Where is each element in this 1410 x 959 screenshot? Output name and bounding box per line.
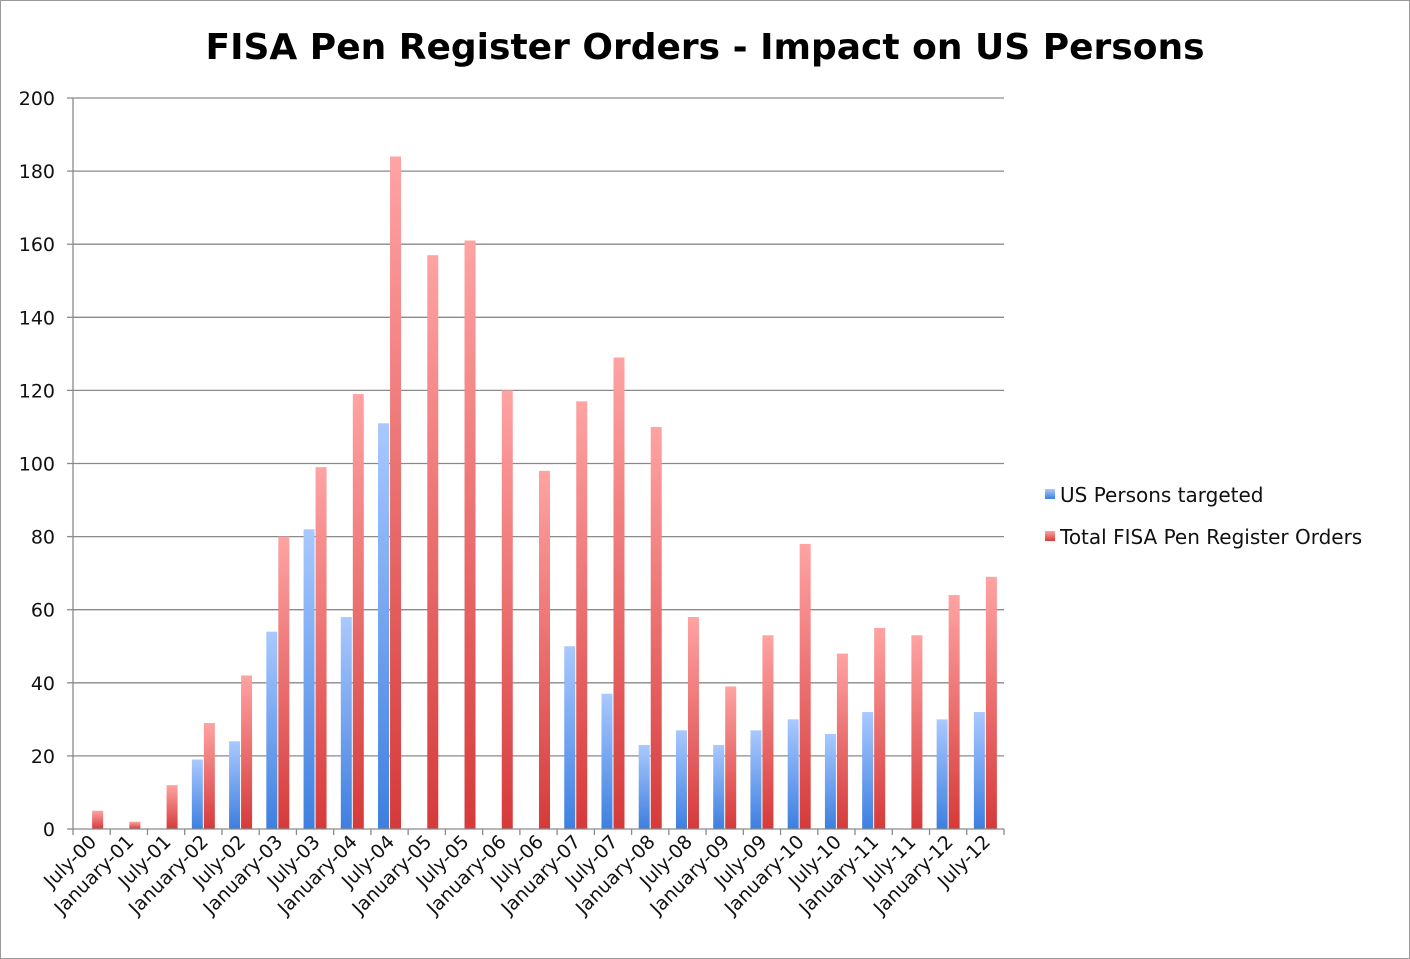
- bar-total-fisa-pen-register-orders-january-04: [352, 394, 364, 829]
- bar-total-fisa-pen-register-orders-january-07: [576, 401, 588, 829]
- bar-us-persons-targeted-july-07: [601, 693, 613, 829]
- bar-total-fisa-pen-register-orders-july-07: [613, 357, 625, 829]
- y-tick-label: 60: [31, 600, 55, 622]
- bar-total-fisa-pen-register-orders-july-09: [762, 635, 774, 829]
- bar-us-persons-targeted-january-08: [638, 744, 650, 829]
- bar-us-persons-targeted-january-07: [564, 646, 576, 829]
- y-tick-label: 80: [31, 527, 55, 549]
- legend: US Persons targeted Total FISA Pen Regist…: [1045, 483, 1362, 549]
- bar-total-fisa-pen-register-orders-july-08: [687, 617, 699, 829]
- bar-us-persons-targeted-july-02: [229, 741, 241, 829]
- bar-total-fisa-pen-register-orders-july-06: [539, 470, 550, 829]
- y-tick-label: 40: [31, 673, 55, 695]
- bar-total-fisa-pen-register-orders-july-11: [911, 635, 923, 829]
- y-tick-label: 200: [19, 88, 55, 110]
- bar-total-fisa-pen-register-orders-january-06: [501, 390, 513, 829]
- y-tick-label: 20: [31, 746, 55, 768]
- legend-label-us-persons-targeted: US Persons targeted: [1060, 483, 1264, 507]
- bar-total-fisa-pen-register-orders-july-12: [985, 576, 997, 829]
- bar-total-fisa-pen-register-orders-july-10: [836, 653, 848, 829]
- bar-us-persons-targeted-january-02: [191, 759, 203, 829]
- bar-total-fisa-pen-register-orders-july-02: [241, 675, 253, 829]
- bars: [92, 156, 997, 830]
- bar-total-fisa-pen-register-orders-january-02: [203, 723, 215, 829]
- bar-total-fisa-pen-register-orders-july-04: [390, 156, 402, 830]
- bar-total-fisa-pen-register-orders-january-03: [278, 536, 290, 829]
- bar-us-persons-targeted-july-04: [378, 423, 390, 829]
- y-tick-label: 140: [19, 307, 55, 329]
- y-axis: 0 20 40 60 80 100 120 140 160 180 200: [19, 88, 74, 841]
- y-tick-label: 180: [19, 161, 55, 183]
- bar-us-persons-targeted-january-09: [713, 744, 725, 829]
- bar-total-fisa-pen-register-orders-july-01: [166, 785, 178, 829]
- bar-us-persons-targeted-january-10: [787, 719, 799, 829]
- bar-total-fisa-pen-register-orders-january-09: [725, 686, 737, 829]
- y-tick-label: 120: [19, 380, 55, 402]
- legend-label-total-fisa-pen-register-orders: Total FISA Pen Register Orders: [1059, 525, 1362, 549]
- bar-total-fisa-pen-register-orders-january-10: [799, 543, 811, 829]
- bar-us-persons-targeted-july-08: [675, 730, 687, 829]
- bar-us-persons-targeted-july-12: [973, 712, 985, 829]
- bar-total-fisa-pen-register-orders-july-00: [92, 810, 104, 829]
- bar-us-persons-targeted-january-12: [936, 719, 948, 829]
- gridlines: [73, 97, 1004, 757]
- bar-total-fisa-pen-register-orders-january-12: [948, 595, 960, 829]
- y-tick-label: 160: [19, 234, 55, 256]
- bar-total-fisa-pen-register-orders-january-01: [129, 821, 141, 829]
- bar-us-persons-targeted-january-04: [340, 617, 352, 829]
- bar-total-fisa-pen-register-orders-january-11: [874, 627, 886, 829]
- bar-total-fisa-pen-register-orders-january-08: [650, 426, 662, 829]
- chart-title: FISA Pen Register Orders - Impact on US …: [206, 27, 1205, 68]
- y-tick-label: 0: [43, 819, 55, 841]
- bar-total-fisa-pen-register-orders-july-03: [315, 467, 327, 829]
- bar-us-persons-targeted-january-11: [862, 712, 874, 829]
- bar-us-persons-targeted-july-09: [750, 730, 762, 829]
- y-tick-label: 100: [19, 454, 55, 476]
- bar-total-fisa-pen-register-orders-january-05: [427, 255, 439, 830]
- x-axis: July-00January-01July-01January-02July-0…: [39, 828, 1005, 920]
- bar-total-fisa-pen-register-orders-july-05: [464, 240, 476, 830]
- legend-swatch-total-fisa-pen-register-orders: [1045, 531, 1055, 541]
- legend-swatch-us-persons-targeted: [1045, 489, 1055, 499]
- bar-us-persons-targeted-july-10: [824, 733, 836, 829]
- bar-us-persons-targeted-january-03: [266, 631, 278, 829]
- bar-us-persons-targeted-july-03: [303, 529, 315, 829]
